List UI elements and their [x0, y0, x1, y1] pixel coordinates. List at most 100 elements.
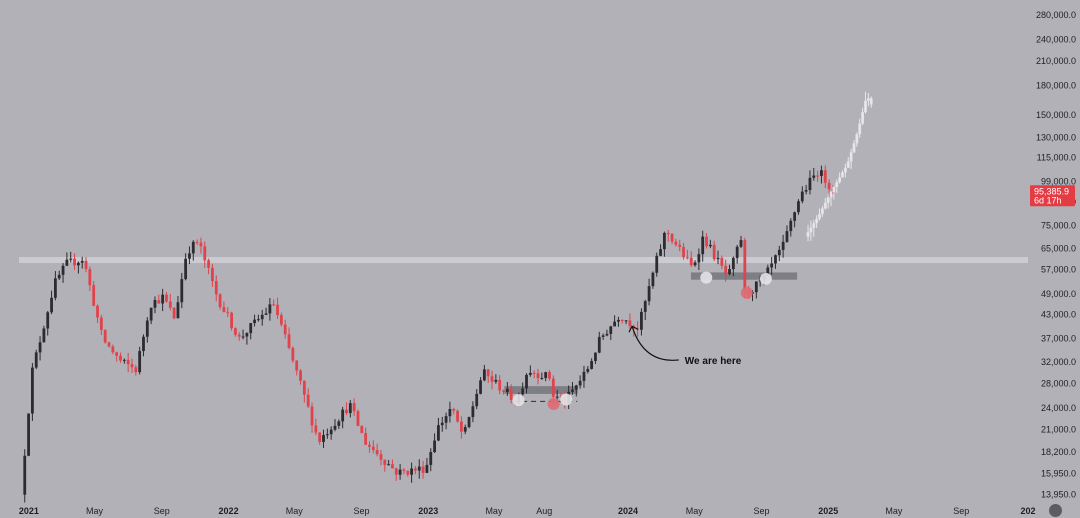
candle-body-7: [46, 312, 50, 329]
candle-body-24: [111, 346, 115, 353]
candle-body-207: [812, 175, 816, 178]
candle-body-163: [643, 301, 647, 312]
candle-body-206: [808, 177, 812, 191]
scroll-handle[interactable]: [1049, 504, 1062, 517]
candle-body-64: [264, 313, 268, 315]
candle-body-53: [222, 307, 226, 312]
x-tick-label: 202: [1020, 506, 1035, 516]
candle-body-139: [551, 378, 555, 397]
candle-body-133: [528, 372, 532, 375]
candle-body-183: [720, 257, 724, 266]
candle-body-58: [241, 336, 245, 338]
candle-body-153: [605, 333, 609, 336]
candle-body-21: [99, 317, 103, 330]
candle-body-189: [743, 240, 747, 291]
candle-body-18: [88, 269, 92, 286]
candle-body-34: [149, 307, 153, 321]
x-tick-label: 2021: [19, 506, 39, 516]
candle-body-113: [452, 409, 456, 411]
candle-body-13: [69, 258, 73, 260]
candle-body-99: [398, 469, 402, 475]
candle-body-55: [230, 312, 233, 329]
projection-candle-23: [869, 98, 873, 105]
candle-body-138: [548, 372, 551, 379]
candle-body-41: [176, 302, 180, 319]
candle-body-90: [364, 433, 368, 445]
y-tick-label: 150,000.0: [1036, 110, 1076, 120]
candle-body-23: [107, 342, 111, 347]
candle-body-211: [827, 182, 831, 190]
projection-candle-20: [861, 112, 865, 124]
candle-body-137: [544, 372, 548, 378]
candle-body-172: [678, 244, 682, 247]
candle-body-203: [797, 201, 800, 213]
candle-body-95: [383, 459, 387, 465]
y-tick-label: 280,000.0: [1036, 10, 1076, 20]
candle-body-17: [84, 260, 88, 270]
candle-body-93: [375, 450, 379, 455]
candle-body-59: [245, 333, 249, 337]
candle-body-40: [172, 307, 176, 319]
candle-body-152: [601, 335, 605, 337]
candle-body-33: [145, 320, 149, 337]
candle-body-29: [130, 364, 134, 368]
candle-body-116: [463, 427, 467, 432]
candle-body-186: [731, 257, 735, 270]
candle-body-158: [624, 320, 628, 322]
candle-body-108: [433, 440, 436, 453]
candle-body-85: [345, 409, 348, 414]
y-tick-label: 28,000.0: [1041, 378, 1076, 388]
projection-candle-18: [855, 134, 859, 144]
candle-body-80: [325, 434, 329, 436]
candle-body-46: [195, 241, 199, 243]
projection-candle-4: [815, 218, 819, 224]
projection-candle-2: [809, 227, 813, 233]
candle-body-15: [76, 262, 80, 266]
x-tick-label: 2025: [818, 506, 838, 516]
candle-body-155: [613, 321, 617, 327]
candle-body-103: [414, 468, 417, 471]
candle-body-96: [387, 464, 391, 466]
x-tick-label: May: [286, 506, 304, 516]
candle-body-25: [115, 352, 119, 356]
candle-body-4: [34, 352, 38, 368]
candle-body-12: [65, 259, 69, 266]
y-tick-label: 57,000.0: [1041, 265, 1076, 275]
y-tick-label: 130,000.0: [1036, 133, 1076, 143]
candle-body-192: [754, 281, 758, 293]
resistance-level-band: [19, 257, 1028, 264]
annotation-label: We are here: [685, 356, 742, 367]
candle-body-54: [226, 311, 230, 313]
candle-body-61: [253, 319, 256, 324]
candle-body-50: [211, 267, 214, 282]
candle-body-73: [299, 370, 302, 381]
candle-body-75: [306, 394, 310, 407]
candle-body-101: [406, 470, 410, 475]
candle-body-81: [329, 429, 333, 435]
candle-body-111: [444, 416, 448, 423]
candle-body-105: [421, 466, 425, 473]
candle-body-117: [467, 417, 471, 428]
candle-body-68: [279, 315, 283, 325]
candle-body-135: [536, 373, 540, 379]
candle-body-156: [617, 319, 620, 322]
annotation-arrowhead: [628, 325, 639, 333]
candle-body-65: [268, 304, 272, 314]
candle-body-78: [318, 432, 322, 442]
y-tick-label: 115,000.0: [1037, 152, 1076, 162]
candle-body-162: [640, 311, 643, 330]
projection-candle-1: [806, 232, 810, 237]
projection-candle-11: [835, 182, 839, 188]
candle-body-69: [283, 324, 287, 335]
candle-body-39: [168, 301, 172, 308]
candle-body-136: [540, 377, 544, 379]
candle-body-128: [509, 388, 513, 400]
candle-body-127: [505, 388, 509, 393]
y-tick-label: 240,000.0: [1036, 35, 1076, 45]
candle-body-169: [666, 232, 670, 234]
candle-body-208: [816, 175, 820, 177]
candle-body-74: [302, 380, 306, 395]
x-tick-label: Sep: [754, 506, 770, 516]
sweep-marker-white-4: [700, 271, 713, 284]
